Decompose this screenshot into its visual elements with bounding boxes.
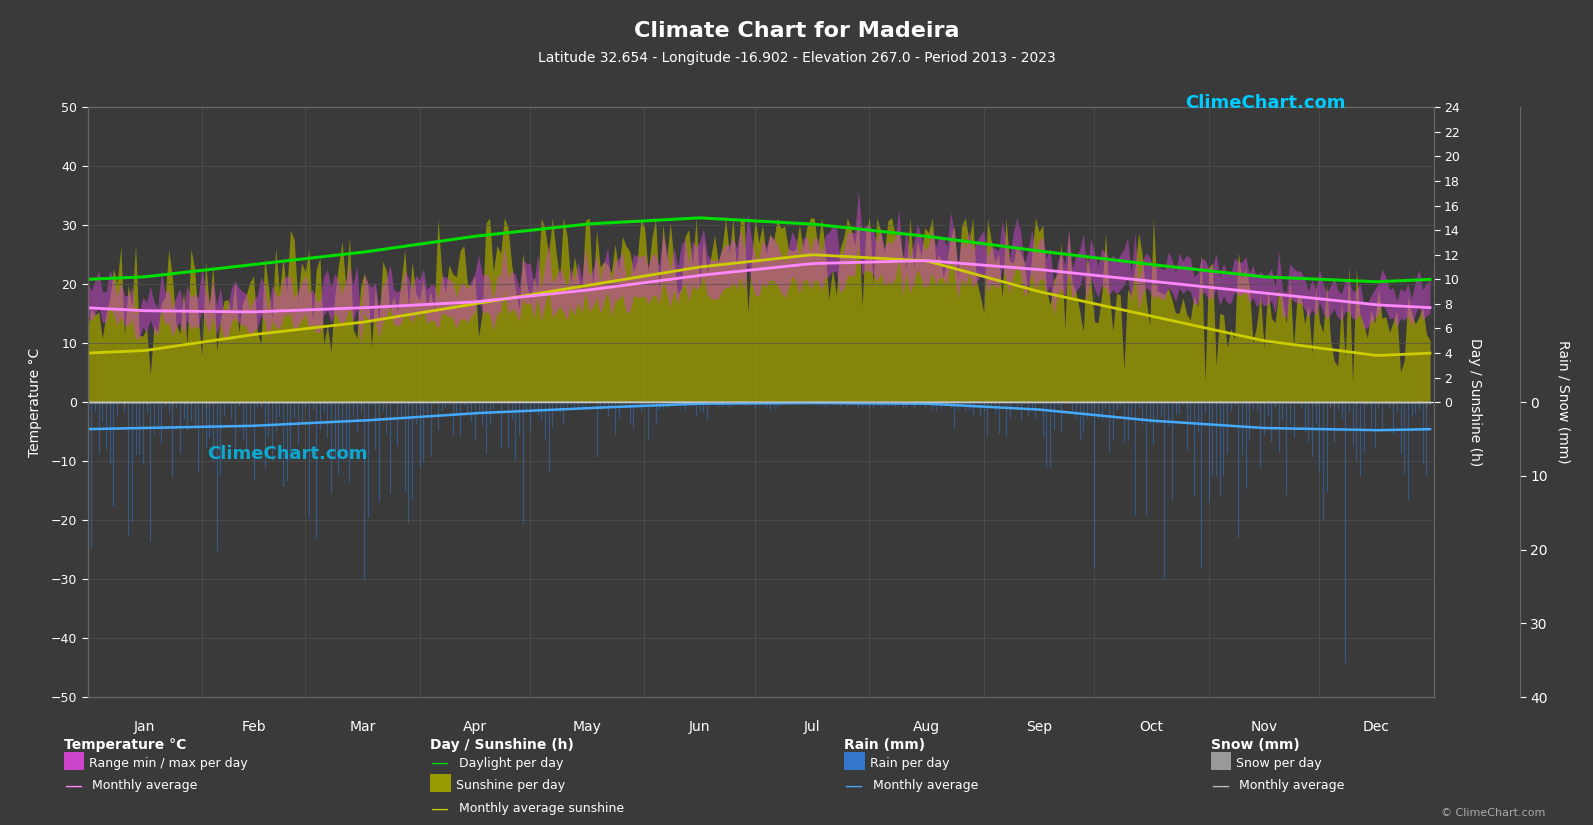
Text: Rain (mm): Rain (mm) (844, 738, 926, 752)
Text: Rain per day: Rain per day (870, 757, 949, 770)
Text: Latitude 32.654 - Longitude -16.902 - Elevation 267.0 - Period 2013 - 2023: Latitude 32.654 - Longitude -16.902 - El… (537, 51, 1056, 65)
Text: Oct: Oct (1139, 720, 1163, 734)
Text: Daylight per day: Daylight per day (459, 757, 564, 770)
Text: Monthly average: Monthly average (873, 779, 978, 792)
Text: ClimeChart.com: ClimeChart.com (207, 445, 368, 463)
Text: Monthly average: Monthly average (1239, 779, 1344, 792)
Text: Nov: Nov (1251, 720, 1278, 734)
Text: —: — (430, 754, 448, 772)
Text: —: — (64, 776, 81, 794)
Text: ClimeChart.com: ClimeChart.com (1185, 94, 1346, 112)
Text: Monthly average sunshine: Monthly average sunshine (459, 802, 624, 815)
Text: Snow (mm): Snow (mm) (1211, 738, 1300, 752)
Text: —: — (844, 776, 862, 794)
Text: May: May (573, 720, 602, 734)
Text: Aug: Aug (913, 720, 940, 734)
Text: Feb: Feb (241, 720, 266, 734)
Text: Climate Chart for Madeira: Climate Chart for Madeira (634, 21, 959, 40)
Text: Apr: Apr (464, 720, 487, 734)
Text: Sunshine per day: Sunshine per day (456, 779, 566, 792)
Text: Range min / max per day: Range min / max per day (89, 757, 249, 770)
Y-axis label: Temperature °C: Temperature °C (29, 347, 43, 457)
Text: Jul: Jul (804, 720, 820, 734)
Text: © ClimeChart.com: © ClimeChart.com (1440, 808, 1545, 818)
Text: Dec: Dec (1364, 720, 1391, 734)
Text: Jan: Jan (134, 720, 156, 734)
Text: —: — (1211, 776, 1228, 794)
Text: Day / Sunshine (h): Day / Sunshine (h) (430, 738, 573, 752)
Text: Monthly average: Monthly average (92, 779, 198, 792)
Y-axis label: Rain / Snow (mm): Rain / Snow (mm) (1556, 341, 1571, 464)
Text: Snow per day: Snow per day (1236, 757, 1322, 770)
Y-axis label: Day / Sunshine (h): Day / Sunshine (h) (1469, 338, 1483, 466)
Text: Mar: Mar (349, 720, 376, 734)
Text: Temperature °C: Temperature °C (64, 738, 186, 752)
Text: Jun: Jun (690, 720, 710, 734)
Text: —: — (430, 799, 448, 818)
Text: Sep: Sep (1026, 720, 1051, 734)
